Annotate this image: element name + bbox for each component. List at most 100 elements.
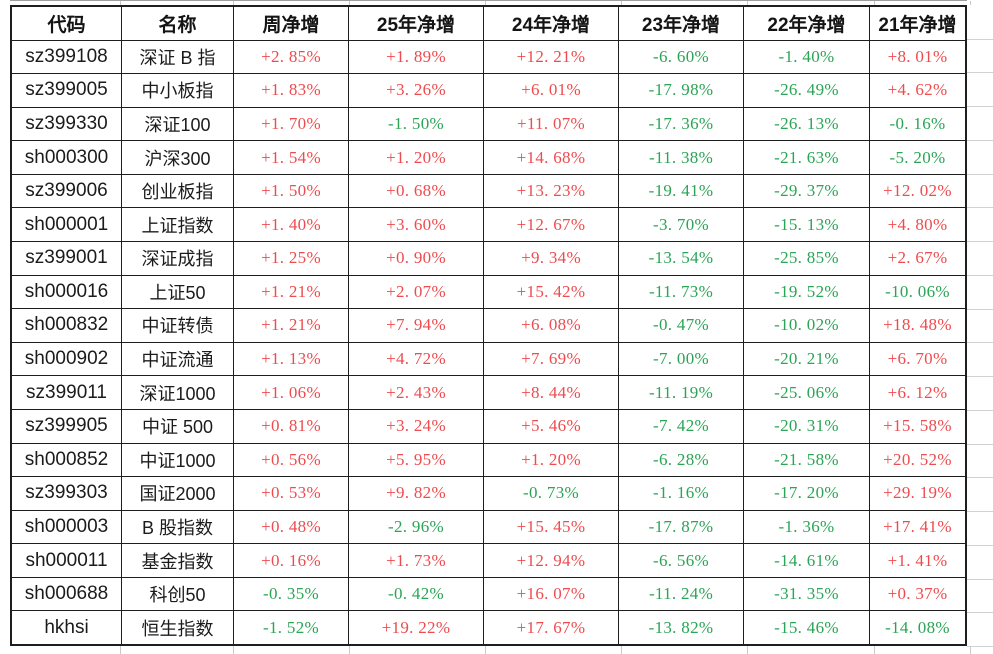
name-cell[interactable]: 基金指数 <box>122 544 234 577</box>
name-cell[interactable]: 深证成指 <box>122 242 234 275</box>
value-cell[interactable]: -0. 73% <box>484 477 619 510</box>
value-cell[interactable]: +1. 20% <box>349 141 484 174</box>
value-cell[interactable]: -6. 28% <box>619 443 744 477</box>
value-cell[interactable]: -1. 50% <box>349 107 484 141</box>
value-cell[interactable]: -0. 42% <box>349 577 484 611</box>
name-cell[interactable]: 沪深300 <box>122 141 234 174</box>
code-cell[interactable]: sz399905 <box>12 409 122 443</box>
value-cell[interactable]: -15. 13% <box>744 208 870 242</box>
name-cell[interactable]: 创业板指 <box>122 174 234 208</box>
value-cell[interactable]: +16. 07% <box>484 577 619 611</box>
code-cell[interactable]: sh000300 <box>12 141 122 174</box>
value-cell[interactable]: +0. 16% <box>234 544 349 577</box>
col-header-2022-gain[interactable]: 22年净增 <box>744 7 870 40</box>
value-cell[interactable]: +3. 24% <box>349 409 484 443</box>
value-cell[interactable]: -31. 35% <box>744 577 870 611</box>
name-cell[interactable]: 国证2000 <box>122 477 234 510</box>
col-header-2025-gain[interactable]: 25年净增 <box>349 7 484 40</box>
value-cell[interactable]: -11. 24% <box>619 577 744 611</box>
value-cell[interactable]: +29. 19% <box>883 483 952 503</box>
value-cell[interactable]: -3. 70% <box>619 208 744 242</box>
code-cell[interactable]: sz399330 <box>12 107 122 141</box>
value-cell[interactable]: +0. 81% <box>234 409 349 443</box>
col-header-2021-gain[interactable]: 21年净增 <box>878 14 957 36</box>
value-cell[interactable]: -13. 54% <box>619 242 744 275</box>
name-cell[interactable]: 科创50 <box>122 577 234 611</box>
value-cell[interactable]: +15. 42% <box>484 275 619 309</box>
value-cell[interactable]: -17. 36% <box>619 107 744 141</box>
value-cell[interactable]: -0. 35% <box>234 577 349 611</box>
value-cell[interactable]: +0. 48% <box>234 510 349 544</box>
code-cell[interactable]: sz399108 <box>12 40 122 74</box>
value-cell[interactable]: +19. 22% <box>349 611 484 644</box>
value-cell[interactable]: +2. 07% <box>349 275 484 309</box>
code-cell[interactable]: sh000688 <box>12 577 122 611</box>
value-cell[interactable]: -25. 06% <box>744 376 870 409</box>
value-cell[interactable]: +6. 01% <box>484 74 619 107</box>
col-header-2023-gain[interactable]: 23年净增 <box>619 7 744 40</box>
value-cell[interactable]: -11. 73% <box>619 275 744 309</box>
value-cell[interactable]: +4. 62% <box>887 80 948 100</box>
value-cell[interactable]: -1. 40% <box>744 40 870 74</box>
name-cell[interactable]: B 股指数 <box>122 510 234 544</box>
value-cell[interactable]: +5. 95% <box>349 443 484 477</box>
name-cell[interactable]: 上证50 <box>122 275 234 309</box>
value-cell[interactable]: +11. 07% <box>484 107 619 141</box>
code-cell[interactable]: sh000016 <box>12 275 122 309</box>
value-cell[interactable]: +8. 01% <box>887 46 948 66</box>
code-cell[interactable]: hkhsi <box>12 611 122 644</box>
value-cell[interactable]: -14. 08% <box>885 617 950 637</box>
value-cell[interactable]: +1. 41% <box>887 550 948 570</box>
name-cell[interactable]: 恒生指数 <box>122 611 234 644</box>
value-cell[interactable]: -1. 16% <box>619 477 744 510</box>
value-cell[interactable]: -21. 63% <box>744 141 870 174</box>
name-cell[interactable]: 深证 B 指 <box>122 40 234 74</box>
value-cell[interactable]: +12. 21% <box>484 40 619 74</box>
code-cell[interactable]: sh000003 <box>12 510 122 544</box>
value-cell[interactable]: +1. 13% <box>234 342 349 376</box>
value-cell[interactable]: -17. 98% <box>619 74 744 107</box>
value-cell[interactable]: +0. 56% <box>234 443 349 477</box>
code-cell[interactable]: sz399001 <box>12 242 122 275</box>
value-cell[interactable]: +4. 80% <box>887 214 948 234</box>
value-cell[interactable]: +6. 70% <box>887 349 948 369</box>
code-cell[interactable]: sz399011 <box>12 376 122 409</box>
value-cell[interactable]: -10. 02% <box>744 309 870 342</box>
value-cell[interactable]: -5. 20% <box>889 147 946 167</box>
value-cell[interactable]: +14. 68% <box>484 141 619 174</box>
value-cell[interactable]: +5. 46% <box>484 409 619 443</box>
value-cell[interactable]: -10. 06% <box>885 281 950 301</box>
value-cell[interactable]: -0. 16% <box>889 114 946 134</box>
value-cell[interactable]: -19. 41% <box>619 174 744 208</box>
value-cell[interactable]: -26. 49% <box>744 74 870 107</box>
value-cell[interactable]: -1. 52% <box>234 611 349 644</box>
code-cell[interactable]: sz399006 <box>12 174 122 208</box>
value-cell[interactable]: -20. 21% <box>744 342 870 376</box>
code-cell[interactable]: sh000011 <box>12 544 122 577</box>
value-cell[interactable]: -7. 42% <box>619 409 744 443</box>
value-cell[interactable]: +8. 44% <box>484 376 619 409</box>
value-cell[interactable]: -0. 47% <box>619 309 744 342</box>
name-cell[interactable]: 中小板指 <box>122 74 234 107</box>
value-cell[interactable]: +15. 45% <box>484 510 619 544</box>
value-cell[interactable]: -29. 37% <box>744 174 870 208</box>
value-cell[interactable]: -1. 36% <box>744 510 870 544</box>
value-cell[interactable]: -26. 13% <box>744 107 870 141</box>
value-cell[interactable]: -17. 20% <box>744 477 870 510</box>
value-cell[interactable]: +1. 20% <box>484 443 619 477</box>
value-cell[interactable]: +12. 02% <box>883 181 952 201</box>
value-cell[interactable]: +1. 54% <box>234 141 349 174</box>
value-cell[interactable]: +2. 43% <box>349 376 484 409</box>
value-cell[interactable]: +9. 82% <box>349 477 484 510</box>
value-cell[interactable]: +1. 50% <box>234 174 349 208</box>
value-cell[interactable]: +3. 60% <box>349 208 484 242</box>
value-cell[interactable]: -6. 56% <box>619 544 744 577</box>
value-cell[interactable]: -13. 82% <box>619 611 744 644</box>
value-cell[interactable]: +6. 08% <box>484 309 619 342</box>
col-header-2024-gain[interactable]: 24年净增 <box>484 7 619 40</box>
code-cell[interactable]: sh000832 <box>12 309 122 342</box>
value-cell[interactable]: -7. 00% <box>619 342 744 376</box>
col-header-name[interactable]: 名称 <box>122 7 234 40</box>
value-cell[interactable]: -11. 38% <box>619 141 744 174</box>
col-header-week-gain[interactable]: 周净增 <box>234 7 349 40</box>
